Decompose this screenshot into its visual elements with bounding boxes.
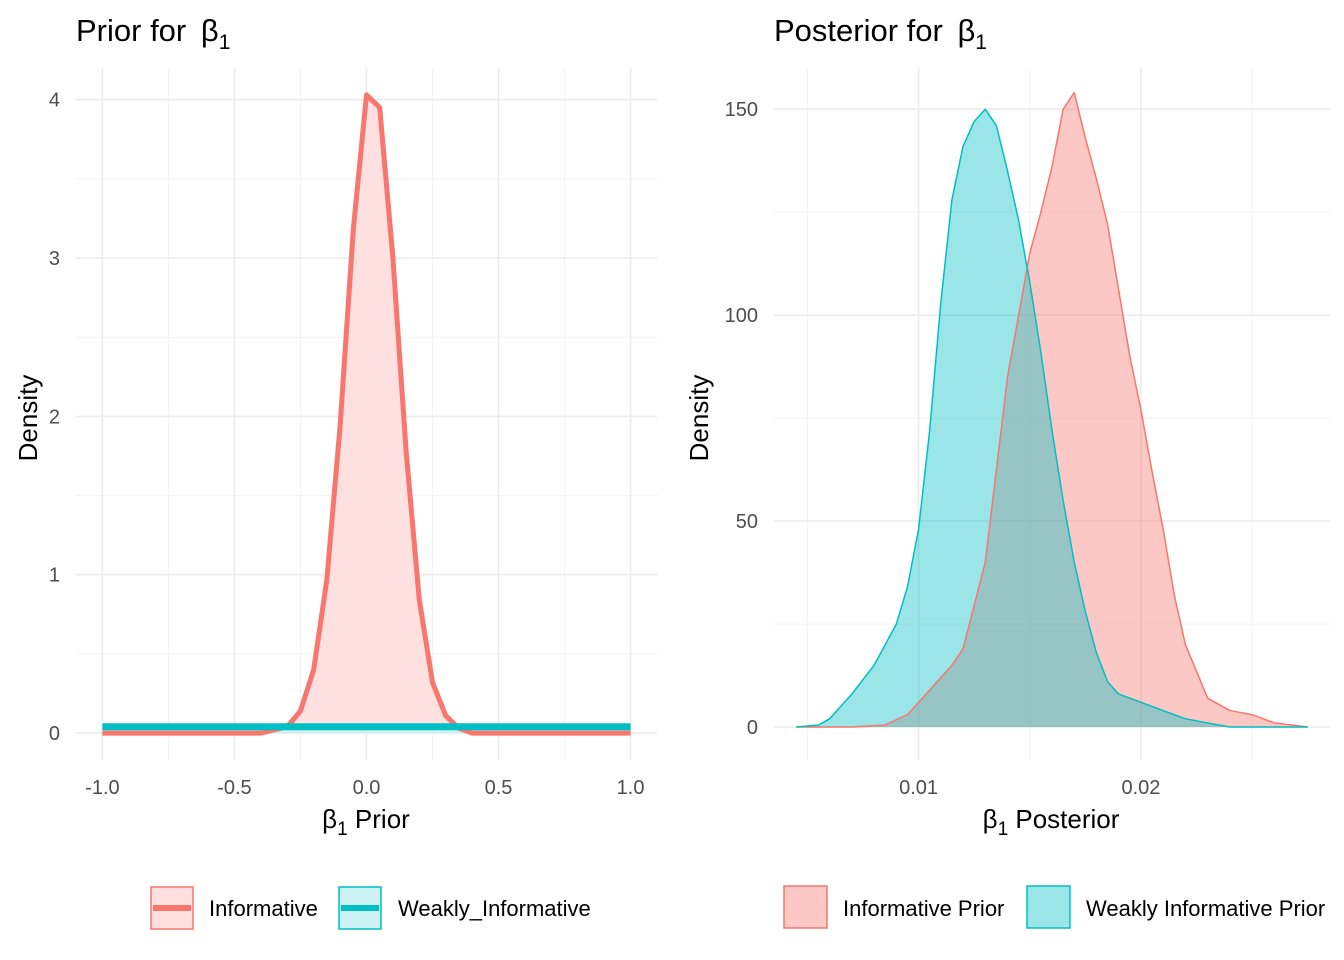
legend-key-weakly-informative [338, 886, 382, 930]
posterior-x-ticks: 0.01 0.02 [899, 777, 1160, 799]
posterior-legend: Informative Prior Weakly Informative Pri… [783, 885, 1325, 929]
x-tick-label: 0.02 [1121, 777, 1160, 799]
prior-y-axis-title: Density [13, 375, 43, 462]
y-tick-label: 2 [49, 406, 60, 428]
posterior-x-axis-title: β1 Posterior [983, 804, 1120, 840]
prior-panel: Prior for β1 -1.0 -0.5 0.0 0.5 1.0 0 1 2 3 4 β1 … [13, 13, 657, 930]
y-tick-label: 50 [736, 511, 758, 533]
y-tick-label: 1 [49, 565, 60, 587]
legend-label-weakly-informative-prior: Weakly Informative Prior [1086, 896, 1325, 921]
y-tick-label: 3 [49, 248, 60, 270]
prior-legend: Informative Weakly_Informative [150, 886, 591, 930]
legend-key-informative-prior [783, 885, 828, 929]
prior-title: Prior for β1 [76, 13, 230, 54]
informative-prior-density-line [796, 91, 1308, 728]
informative-density-line [102, 92, 631, 736]
x-tick-label: 0.01 [899, 777, 938, 799]
posterior-title: Posterior for β1 [774, 13, 987, 54]
y-tick-label: 100 [725, 305, 758, 327]
posterior-y-axis-title: Density [684, 375, 714, 462]
legend-label-weakly-informative: Weakly_Informative [398, 896, 591, 921]
posterior-panel: Posterior for β1 0.01 0.02 0 50 100 150 β1 P… [684, 13, 1330, 929]
prior-density-marks [102, 92, 631, 736]
legend-label-informative: Informative [209, 896, 318, 921]
prior-x-axis-title: β1 Prior [322, 804, 410, 840]
prior-y-ticks: 0 1 2 3 4 [49, 90, 60, 745]
informative-prior-density-fill [796, 92, 1308, 728]
legend-key-informative [150, 886, 194, 930]
weakly-informative-prior-density-fill [796, 109, 1308, 728]
y-tick-label: 150 [725, 99, 758, 121]
posterior-y-ticks: 0 50 100 150 [725, 99, 758, 739]
posterior-density-marks [796, 91, 1308, 728]
legend-key-weakly-informative-prior [1026, 885, 1071, 929]
x-tick-label: 1.0 [617, 777, 645, 799]
x-tick-label: -1.0 [85, 777, 119, 799]
x-tick-label: 0.5 [485, 777, 513, 799]
legend-label-informative-prior: Informative Prior [843, 896, 1004, 921]
informative-density-fill [102, 94, 631, 734]
x-tick-label: 0.0 [353, 777, 381, 799]
prior-x-ticks: -1.0 -0.5 0.0 0.5 1.0 [85, 777, 644, 799]
x-tick-label: -0.5 [217, 777, 251, 799]
weakly-informative-prior-density-line [796, 108, 1308, 728]
y-tick-label: 4 [49, 90, 60, 112]
y-tick-label: 0 [747, 717, 758, 739]
y-tick-label: 0 [49, 723, 60, 745]
